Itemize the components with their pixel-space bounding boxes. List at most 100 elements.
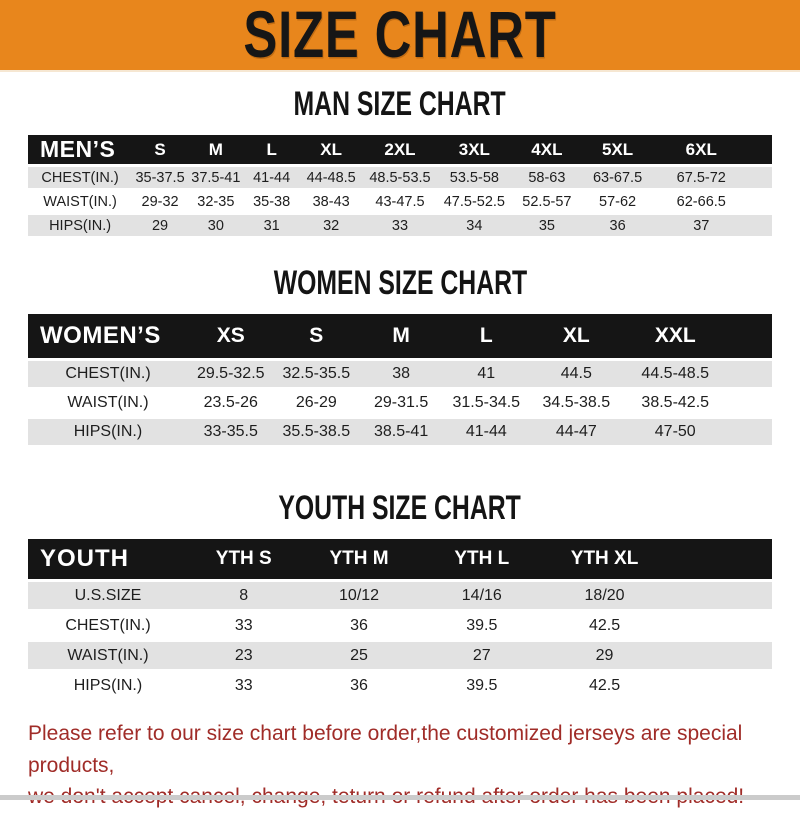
size-value-cell: 31.5-34.5 xyxy=(443,390,530,416)
row-filler-cell xyxy=(664,672,772,699)
size-value-cell: 14/16 xyxy=(418,582,546,609)
size-value-cell: 27 xyxy=(418,642,546,669)
size-value-cell: 33-35.5 xyxy=(187,419,274,445)
size-value-cell: 58-63 xyxy=(511,167,583,188)
size-value-cell: 38.5-42.5 xyxy=(623,390,728,416)
size-value-cell: 39.5 xyxy=(418,672,546,699)
men-section-heading: MAN SIZE CHART xyxy=(0,84,800,123)
row-label: U.S.SIZE xyxy=(28,582,188,609)
size-value-cell: 63-67.5 xyxy=(582,167,653,188)
women-table-body: CHEST(IN.) 29.5-32.5 32.5-35.5 38 41 44.5 44.5… xyxy=(28,361,772,445)
size-value-cell: 29 xyxy=(545,642,665,669)
size-column-header: 3XL xyxy=(437,135,512,164)
size-value-cell: 34 xyxy=(437,215,512,236)
size-value-cell: 41 xyxy=(443,361,530,387)
row-filler-cell xyxy=(749,191,772,212)
youth-table-body: U.S.SIZE 8 10/12 14/16 18/20 CHEST(IN.) 33 36 39… xyxy=(28,582,772,699)
size-column-header: XL xyxy=(299,135,363,164)
youth-table-corner-label: YOUTH xyxy=(28,539,188,579)
size-column-header: XL xyxy=(529,314,624,358)
size-value-cell: 35.5-38.5 xyxy=(273,419,360,445)
size-value-cell: 38 xyxy=(359,361,444,387)
row-label: CHEST(IN.) xyxy=(28,361,188,387)
row-filler-cell xyxy=(664,582,772,609)
row-label: WAIST(IN.) xyxy=(28,191,133,212)
footer-note-line-1: Please refer to our size chart before or… xyxy=(28,722,743,777)
size-value-cell: 29.5-32.5 xyxy=(187,361,274,387)
size-column-header: S xyxy=(273,314,360,358)
size-value-cell: 44.5-48.5 xyxy=(623,361,728,387)
banner: SIZE CHART xyxy=(0,0,800,72)
size-value-cell: 41-44 xyxy=(443,419,530,445)
size-value-cell: 29-31.5 xyxy=(359,390,444,416)
size-value-cell: 38-43 xyxy=(299,191,363,212)
row-filler-cell xyxy=(664,612,772,639)
size-value-cell: 42.5 xyxy=(545,672,665,699)
size-value-cell: 62-66.5 xyxy=(652,191,750,212)
table-row: CHEST(IN.) 29.5-32.5 32.5-35.5 38 41 44.5 44.5… xyxy=(28,361,772,387)
size-value-cell: 44-47 xyxy=(529,419,624,445)
men-table-header-row: MEN’S S M L XL 2XL 3XL 4XL 5XL 6XL xyxy=(28,135,772,164)
table-row: CHEST(IN.) 35-37.5 37.5-41 41-44 44-48.5 48.5… xyxy=(28,167,772,188)
size-value-cell: 35-37.5 xyxy=(132,167,188,188)
size-value-cell: 44-48.5 xyxy=(299,167,363,188)
size-value-cell: 53.5-58 xyxy=(437,167,512,188)
size-value-cell: 67.5-72 xyxy=(652,167,750,188)
women-section-heading: WOMEN SIZE CHART xyxy=(0,263,800,302)
size-column-header: M xyxy=(187,135,244,164)
table-row: WAIST(IN.) 23 25 27 29 xyxy=(28,642,772,669)
men-table-body: CHEST(IN.) 35-37.5 37.5-41 41-44 44-48.5 48.5… xyxy=(28,167,772,236)
size-column-header: S xyxy=(132,135,188,164)
size-value-cell: 48.5-53.5 xyxy=(362,167,438,188)
header-filler-cell xyxy=(727,314,772,358)
size-value-cell: 32.5-35.5 xyxy=(273,361,360,387)
bottom-strip xyxy=(0,795,800,800)
size-value-cell: 29-32 xyxy=(132,191,188,212)
header-filler-cell xyxy=(749,135,772,164)
size-column-header: L xyxy=(243,135,300,164)
size-column-header: 4XL xyxy=(511,135,583,164)
men-size-table: MEN’S S M L XL 2XL 3XL 4XL 5XL 6XL CHEST(IN.) 35-… xyxy=(28,132,772,239)
table-row: HIPS(IN.) 33-35.5 35.5-38.5 38.5-41 41-44 44-… xyxy=(28,419,772,445)
youth-section-heading: YOUTH SIZE CHART xyxy=(0,488,800,527)
men-section-heading-text: MAN SIZE CHART xyxy=(293,84,507,123)
size-value-cell: 42.5 xyxy=(545,612,665,639)
size-value-cell: 52.5-57 xyxy=(511,191,583,212)
row-filler-cell xyxy=(727,390,772,416)
men-size-chart-section: MAN SIZE CHART MEN’S S M L XL 2XL 3XL 4XL 5XL 6X… xyxy=(0,84,800,239)
women-size-table: WOMEN’S XS S M L XL XXL CHEST(IN.) 29.5-32.5 32… xyxy=(28,311,772,448)
row-label: WAIST(IN.) xyxy=(28,390,188,416)
size-column-header: YTH S xyxy=(187,539,300,579)
size-value-cell: 47-50 xyxy=(623,419,728,445)
table-row: WAIST(IN.) 29-32 32-35 35-38 38-43 43-47.5 47.… xyxy=(28,191,772,212)
men-table-corner-label: MEN’S xyxy=(28,135,133,164)
women-table-corner-label: WOMEN’S xyxy=(28,314,188,358)
size-value-cell: 32-35 xyxy=(187,191,244,212)
size-value-cell: 29 xyxy=(132,215,188,236)
size-value-cell: 34.5-38.5 xyxy=(529,390,624,416)
row-filler-cell xyxy=(749,167,772,188)
women-section-heading-text: WOMEN SIZE CHART xyxy=(273,263,527,302)
row-label: HIPS(IN.) xyxy=(28,215,133,236)
row-filler-cell xyxy=(727,361,772,387)
size-value-cell: 26-29 xyxy=(273,390,360,416)
women-size-chart-section: WOMEN SIZE CHART WOMEN’S XS S M L XL XXL CHES… xyxy=(0,263,800,448)
row-label: WAIST(IN.) xyxy=(28,642,188,669)
youth-size-chart-section: YOUTH SIZE CHART YOUTH YTH S YTH M YTH L YT… xyxy=(0,488,800,702)
size-value-cell: 35-38 xyxy=(243,191,300,212)
size-value-cell: 32 xyxy=(299,215,363,236)
header-filler-cell xyxy=(664,539,772,579)
size-value-cell: 36 xyxy=(299,612,419,639)
size-column-header: 5XL xyxy=(582,135,653,164)
size-value-cell: 44.5 xyxy=(529,361,624,387)
row-filler-cell xyxy=(749,215,772,236)
row-label: HIPS(IN.) xyxy=(28,419,188,445)
size-value-cell: 25 xyxy=(299,642,419,669)
page-title: SIZE CHART xyxy=(243,0,557,72)
youth-size-table: YOUTH YTH S YTH M YTH L YTH XL U.S.SIZE 8 10/… xyxy=(28,536,772,702)
row-label: CHEST(IN.) xyxy=(28,612,188,639)
size-value-cell: 8 xyxy=(187,582,300,609)
size-column-header: M xyxy=(359,314,444,358)
size-value-cell: 23.5-26 xyxy=(187,390,274,416)
